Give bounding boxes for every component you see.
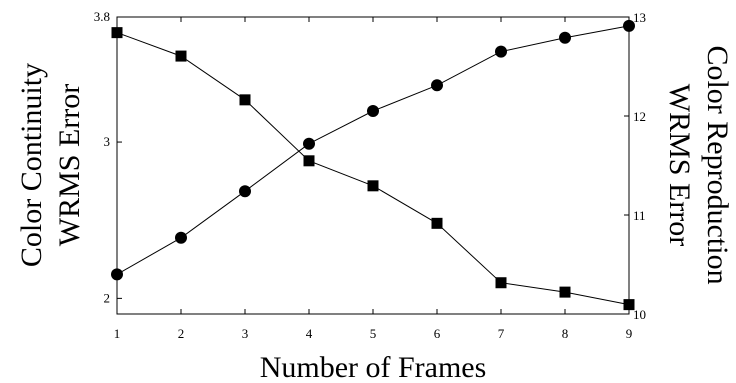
left-y-tick-label: 2	[104, 290, 111, 305]
color-continuity-square-marker	[303, 155, 315, 167]
right-y-tick-label: 12	[633, 109, 646, 124]
left-y-tick-label: 3.8	[94, 9, 110, 24]
right-y-tick-label: 11	[633, 208, 646, 223]
color-reproduction-circle-marker	[495, 45, 507, 58]
plot-frame	[116, 16, 630, 315]
color-continuity-square-marker	[431, 217, 443, 229]
color-reproduction-circle-marker	[303, 137, 315, 150]
color-continuity-square-marker	[367, 180, 379, 192]
x-axis-title: Number of Frames	[260, 351, 487, 383]
left-y-tick-label: 3	[104, 134, 111, 149]
color-continuity-square-marker	[559, 286, 571, 298]
right-axis-title-line2: WRMS Error	[663, 84, 696, 246]
x-tick-label: 1	[114, 326, 121, 341]
color-continuity-line	[116, 32, 630, 306]
left-axis-title-line2: WRMS Error	[53, 84, 86, 246]
color-reproduction-circle-marker	[239, 185, 251, 198]
color-continuity-square-marker	[111, 27, 123, 39]
x-tick-label: 4	[306, 326, 313, 341]
x-tick-label: 8	[562, 326, 569, 341]
right-axis-title-line1: Color Reproduction	[701, 45, 734, 284]
x-tick-label: 7	[498, 326, 505, 341]
x-tick-label: 2	[178, 326, 185, 341]
x-tick-label: 3	[242, 326, 249, 341]
color-reproduction-line	[116, 25, 630, 275]
right-y-tick-label: 13	[633, 10, 646, 25]
right-y-tick-label: 10	[633, 307, 646, 322]
color-continuity-square-marker	[175, 50, 187, 62]
left-axis-title-line1: Color Continuity	[15, 63, 48, 267]
x-tick-label: 9	[626, 326, 633, 341]
x-tick-label: 5	[370, 326, 377, 341]
color-reproduction-circle-marker	[559, 31, 571, 44]
color-reproduction-circle-marker	[623, 19, 635, 32]
color-reproduction-circle-marker	[111, 268, 123, 281]
color-continuity-square-marker	[623, 299, 635, 311]
color-reproduction-circle-marker	[431, 79, 443, 92]
x-tick-label: 6	[434, 326, 441, 341]
color-continuity-square-marker	[495, 277, 507, 289]
color-continuity-square-marker	[239, 94, 251, 106]
series-group	[111, 19, 635, 311]
color-reproduction-circle-marker	[367, 105, 379, 118]
color-reproduction-circle-marker	[175, 231, 187, 244]
